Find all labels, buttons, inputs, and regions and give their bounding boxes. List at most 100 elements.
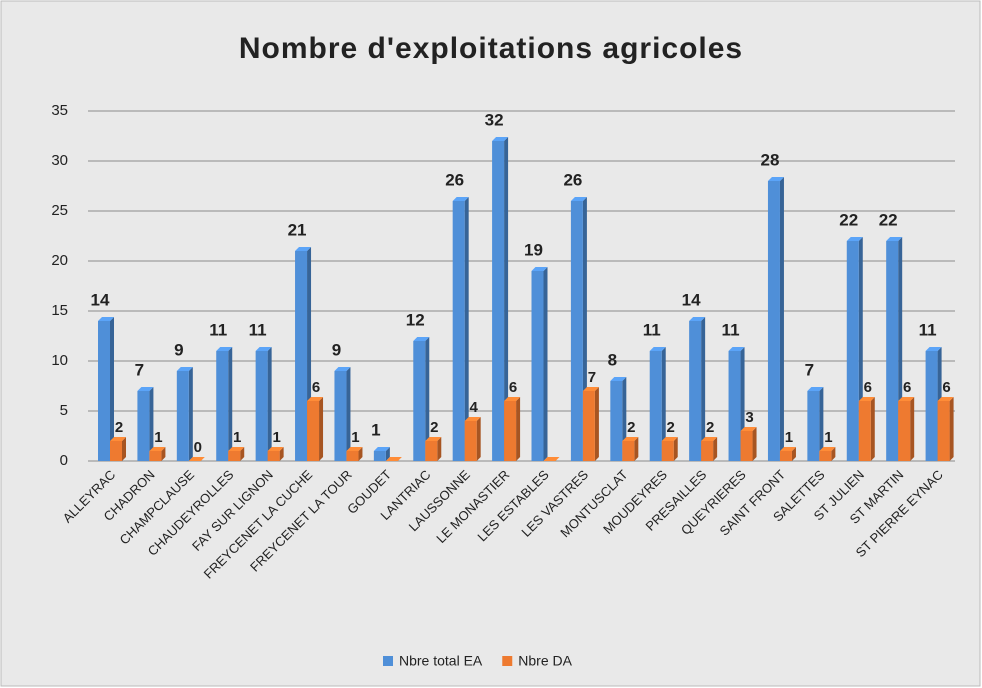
bar bbox=[267, 451, 280, 461]
data-label: 11 bbox=[919, 320, 937, 339]
bar-top bbox=[425, 437, 442, 441]
bar bbox=[649, 351, 662, 461]
data-label: 1 bbox=[233, 429, 241, 446]
bar bbox=[661, 441, 674, 461]
bar bbox=[570, 201, 583, 461]
data-label: 6 bbox=[509, 379, 517, 396]
legend-swatch bbox=[383, 656, 393, 666]
data-label: 2 bbox=[706, 419, 714, 436]
data-label: 7 bbox=[135, 360, 144, 379]
bar-top bbox=[267, 447, 284, 451]
bar bbox=[98, 321, 110, 461]
bar-side bbox=[831, 447, 836, 461]
bar-top bbox=[779, 447, 796, 451]
bar-top bbox=[98, 317, 114, 321]
bar-side bbox=[464, 197, 469, 461]
bar bbox=[728, 351, 741, 461]
bar bbox=[149, 451, 162, 461]
bar-side bbox=[122, 437, 126, 461]
data-label: 1 bbox=[154, 429, 162, 446]
bar bbox=[819, 451, 832, 461]
bar bbox=[413, 341, 426, 461]
bar-side bbox=[358, 447, 363, 461]
bar-top bbox=[649, 347, 666, 351]
bar-top bbox=[610, 377, 627, 381]
bar bbox=[767, 181, 780, 461]
bar-top bbox=[295, 247, 312, 251]
bar-side bbox=[661, 347, 666, 461]
bar-top bbox=[464, 417, 481, 421]
bar-side bbox=[516, 397, 521, 461]
bar bbox=[425, 441, 438, 461]
bar bbox=[295, 251, 308, 461]
bar-side bbox=[673, 437, 678, 461]
bar bbox=[137, 391, 150, 461]
data-label: 2 bbox=[430, 419, 438, 436]
bar-side bbox=[543, 267, 548, 461]
bar bbox=[886, 241, 899, 461]
bar-top bbox=[255, 347, 272, 351]
y-tick-label: 25 bbox=[51, 202, 68, 219]
bar bbox=[582, 391, 595, 461]
bar-side bbox=[870, 397, 875, 461]
bar-side bbox=[752, 427, 757, 461]
bar-top bbox=[504, 397, 521, 401]
legend-swatch bbox=[502, 656, 513, 666]
bar-top bbox=[149, 447, 166, 451]
bar-side bbox=[504, 137, 509, 461]
bar-top bbox=[110, 437, 126, 441]
data-label: 1 bbox=[351, 429, 359, 446]
bar bbox=[504, 401, 517, 461]
bar-top bbox=[767, 177, 784, 181]
bar bbox=[937, 401, 950, 461]
bar bbox=[898, 401, 911, 461]
bar bbox=[334, 371, 347, 461]
data-label: 22 bbox=[839, 210, 858, 229]
data-label: 11 bbox=[209, 320, 227, 339]
bar-side bbox=[279, 447, 284, 461]
data-label: 11 bbox=[249, 320, 267, 339]
bar bbox=[622, 441, 635, 461]
bar-top bbox=[661, 437, 678, 441]
data-label: 6 bbox=[903, 379, 911, 396]
bar-side bbox=[779, 177, 784, 461]
y-tick-label: 0 bbox=[60, 452, 68, 469]
bar-top bbox=[728, 347, 745, 351]
bar-side bbox=[346, 367, 351, 461]
bar-side bbox=[110, 317, 114, 461]
bar bbox=[216, 351, 229, 461]
y-tick-label: 15 bbox=[51, 302, 68, 319]
bar-top bbox=[689, 317, 706, 321]
data-label: 1 bbox=[272, 429, 280, 446]
bar bbox=[779, 451, 792, 461]
bar-top bbox=[216, 347, 233, 351]
bar-top bbox=[531, 267, 548, 271]
bar bbox=[307, 401, 320, 461]
bar-top bbox=[492, 137, 509, 141]
bar-top bbox=[137, 387, 154, 391]
data-label: 22 bbox=[879, 210, 898, 229]
data-label: 9 bbox=[332, 340, 341, 359]
bar-side bbox=[791, 447, 796, 461]
bar-side bbox=[949, 397, 954, 461]
bar bbox=[925, 351, 938, 461]
y-tick-label: 30 bbox=[51, 152, 68, 169]
bar-top bbox=[622, 437, 639, 441]
bar bbox=[228, 451, 241, 461]
bar-top bbox=[176, 367, 193, 371]
data-label: 26 bbox=[563, 170, 582, 189]
bar-top bbox=[898, 397, 915, 401]
bar-side bbox=[149, 387, 154, 461]
data-label: 26 bbox=[445, 170, 464, 189]
data-label: 14 bbox=[91, 290, 110, 309]
data-label: 0 bbox=[194, 439, 202, 456]
bar-side bbox=[267, 347, 272, 461]
y-tick-label: 35 bbox=[51, 102, 68, 119]
bar-side bbox=[425, 337, 430, 461]
bar-side bbox=[476, 417, 481, 461]
bar bbox=[610, 381, 623, 461]
data-label: 7 bbox=[805, 360, 814, 379]
data-label: 1 bbox=[785, 429, 793, 446]
